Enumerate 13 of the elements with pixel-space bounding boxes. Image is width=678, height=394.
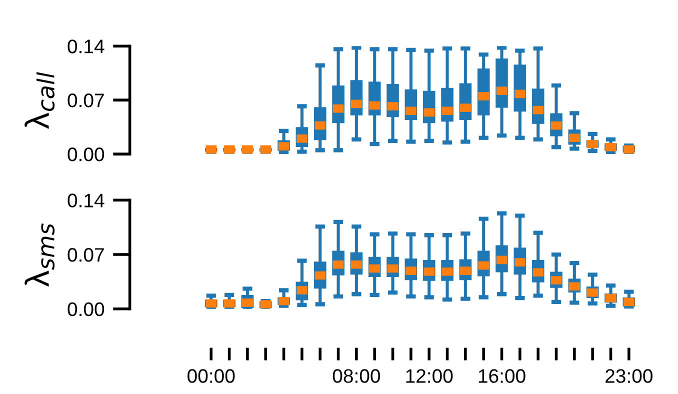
y-tick-label: 0.14: [68, 194, 104, 208]
y-axis-title: λ$_{sms}$: [24, 223, 55, 287]
y-tick-label: 0.00: [68, 148, 104, 162]
y-axis-title: λ$_{call}$: [24, 72, 55, 129]
y-tick-label: 0.14: [68, 40, 104, 54]
x-tick-label: 23:00: [606, 369, 652, 383]
y-tick-label: 0.07: [68, 94, 104, 108]
x-tick-label: 16:00: [478, 369, 526, 383]
x-tick-label: 12:00: [406, 369, 453, 383]
y-tick-label: 0.07: [68, 248, 104, 262]
y-tick-label: 0.00: [68, 302, 104, 316]
x-tick-label: 08:00: [332, 369, 380, 383]
x-tick-label: 00:00: [188, 369, 235, 383]
